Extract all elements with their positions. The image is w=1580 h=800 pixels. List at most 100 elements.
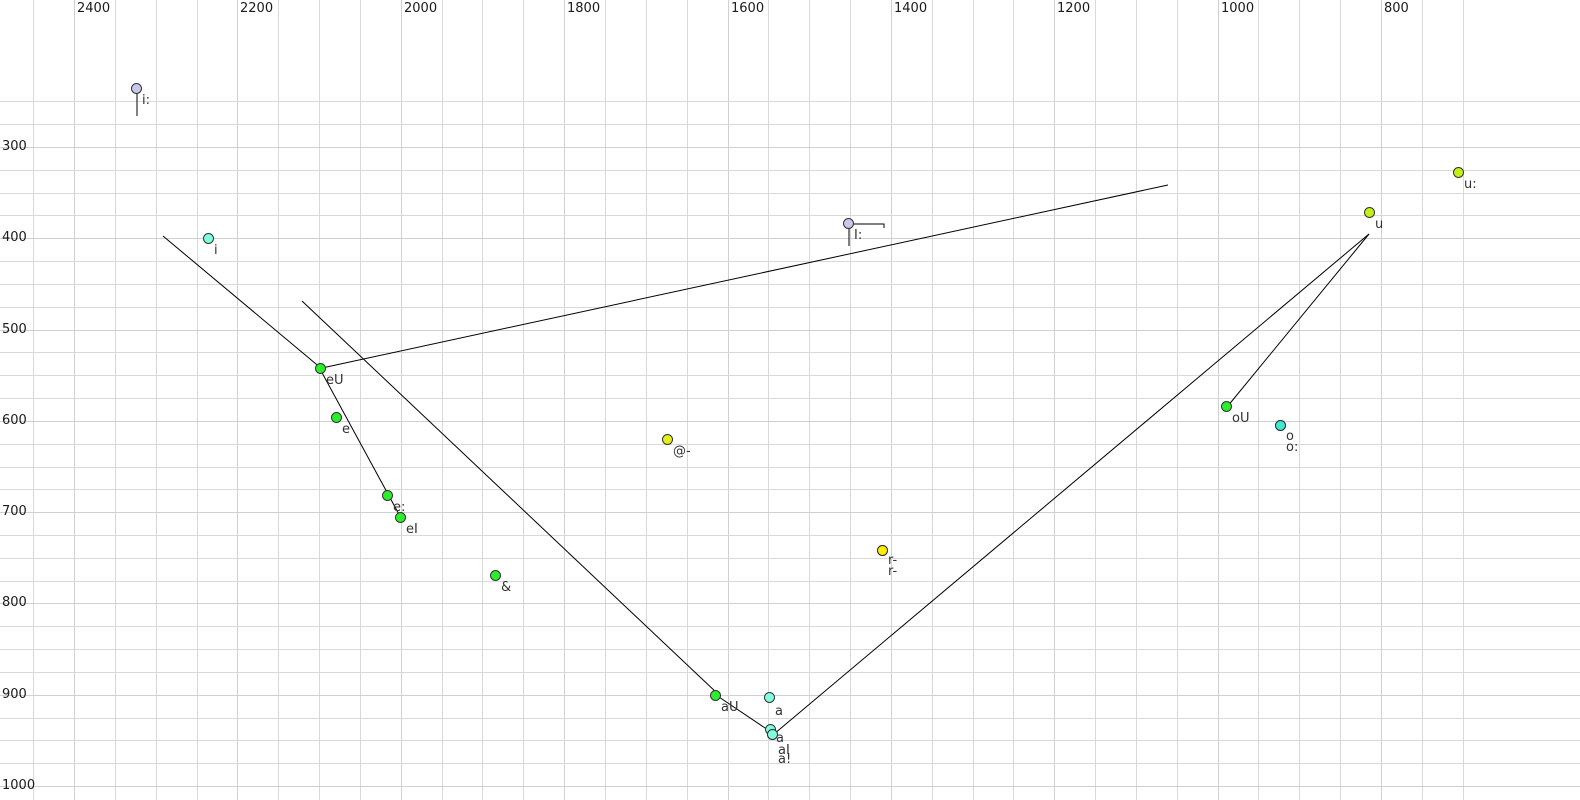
vowel-data-point[interactable] xyxy=(395,512,406,523)
gridline-horizontal xyxy=(0,215,1580,216)
gridline-vertical xyxy=(319,0,320,800)
x-axis-tick-label: 2000 xyxy=(404,1,438,16)
gridline-vertical xyxy=(605,0,606,800)
gridline-vertical xyxy=(401,0,402,800)
vowel-point-label: r- xyxy=(888,553,898,568)
gridline-horizontal xyxy=(0,421,1580,422)
gridline-vertical xyxy=(482,0,483,800)
gridline-vertical xyxy=(1299,0,1300,800)
gridline-horizontal xyxy=(0,581,1580,582)
x-axis-tick-label: 800 xyxy=(1384,1,1409,16)
vowel-data-point[interactable] xyxy=(490,570,501,581)
vowel-data-point[interactable] xyxy=(764,692,775,703)
vowel-data-point[interactable] xyxy=(1275,420,1286,431)
vowel-data-point[interactable] xyxy=(331,412,342,423)
gridline-vertical xyxy=(1218,0,1219,800)
x-axis-tick-label: 2400 xyxy=(77,1,111,16)
vowel-data-point[interactable] xyxy=(710,690,721,701)
vowel-data-point[interactable] xyxy=(1364,207,1375,218)
gridline-vertical xyxy=(850,0,851,800)
y-axis-tick-label: 500 xyxy=(2,322,27,337)
x-axis-tick-label: 2200 xyxy=(240,1,274,16)
vowel-point-label: r- xyxy=(888,564,898,579)
vowel-data-point[interactable] xyxy=(131,83,142,94)
gridline-horizontal xyxy=(0,626,1580,627)
gridline-vertical xyxy=(768,0,769,800)
x-axis-tick-label: 1000 xyxy=(1221,1,1255,16)
y-axis-tick-label: 700 xyxy=(2,504,27,519)
gridline-horizontal xyxy=(0,786,1580,787)
y-axis-tick-label: 300 xyxy=(2,139,27,154)
gridline-vertical xyxy=(74,0,75,800)
gridline-horizontal xyxy=(0,444,1580,445)
gridline-horizontal xyxy=(0,261,1580,262)
vowel-point-label: o: xyxy=(1286,440,1299,455)
vowel-point-label: e: xyxy=(393,500,406,515)
gridline-horizontal xyxy=(0,649,1580,650)
gridline-horizontal xyxy=(0,558,1580,559)
gridline-horizontal xyxy=(0,718,1580,719)
vowel-point-label: eU xyxy=(326,373,344,388)
trajectory-line xyxy=(162,235,323,370)
gridline-horizontal xyxy=(0,330,1580,331)
gridline-vertical xyxy=(1340,0,1341,800)
trajectory-line xyxy=(321,184,1169,369)
vowel-point-label: i: xyxy=(142,93,150,108)
gridline-vertical xyxy=(809,0,810,800)
vowel-data-point[interactable] xyxy=(843,218,854,229)
vowel-point-label: u: xyxy=(1464,177,1477,192)
gridline-vertical xyxy=(197,0,198,800)
gridline-vertical xyxy=(115,0,116,800)
y-axis-tick-label: 800 xyxy=(2,595,27,610)
vowel-point-label: a! xyxy=(778,752,792,767)
gridline-vertical xyxy=(156,0,157,800)
y-axis-tick-label: 400 xyxy=(2,230,27,245)
gridline-vertical xyxy=(523,0,524,800)
gridline-vertical xyxy=(1381,0,1382,800)
gridline-horizontal xyxy=(0,603,1580,604)
gridline-vertical xyxy=(1258,0,1259,800)
trajectory-line xyxy=(1226,233,1370,408)
vowel-point-label: & xyxy=(501,580,512,595)
gridline-vertical xyxy=(687,0,688,800)
gridline-vertical xyxy=(891,0,892,800)
x-axis-tick-label: 1600 xyxy=(731,1,765,16)
gridline-vertical xyxy=(973,0,974,800)
vowel-point-label: eI xyxy=(406,522,418,537)
vowel-point-label: @- xyxy=(673,444,691,459)
gridline-horizontal xyxy=(0,467,1580,468)
vowel-point-label: oU xyxy=(1232,411,1250,426)
gridline-horizontal xyxy=(0,284,1580,285)
gridline-horizontal xyxy=(0,147,1580,148)
gridline-vertical xyxy=(442,0,443,800)
vowel-point-label: a xyxy=(776,731,784,746)
gridline-horizontal xyxy=(0,238,1580,239)
vowel-data-point[interactable] xyxy=(1221,401,1232,412)
gridline-horizontal xyxy=(0,124,1580,125)
vowel-data-point[interactable] xyxy=(203,233,214,244)
gridline-vertical xyxy=(1054,0,1055,800)
gridline-horizontal xyxy=(0,101,1580,102)
vowel-data-point[interactable] xyxy=(877,545,888,556)
y-axis-tick-label: 1000 xyxy=(2,778,36,793)
gridline-horizontal xyxy=(0,170,1580,171)
trajectory-line xyxy=(773,233,1370,735)
gridline-horizontal xyxy=(0,740,1580,741)
gridline-horizontal xyxy=(0,352,1580,353)
y-axis-tick-label: 600 xyxy=(2,413,27,428)
gridline-vertical xyxy=(237,0,238,800)
vowel-point-label: o xyxy=(1286,429,1294,444)
gridline-horizontal xyxy=(0,695,1580,696)
vowel-point-label: e xyxy=(342,422,350,437)
gridline-horizontal xyxy=(0,672,1580,673)
vowel-data-point[interactable] xyxy=(315,363,326,374)
vowel-data-point[interactable] xyxy=(1453,167,1464,178)
vowel-data-point[interactable] xyxy=(767,729,778,740)
gridline-horizontal xyxy=(0,763,1580,764)
vowel-data-point[interactable] xyxy=(382,490,393,501)
gridline-vertical xyxy=(564,0,565,800)
vowel-data-point[interactable] xyxy=(662,434,673,445)
gridline-vertical xyxy=(1463,0,1464,800)
